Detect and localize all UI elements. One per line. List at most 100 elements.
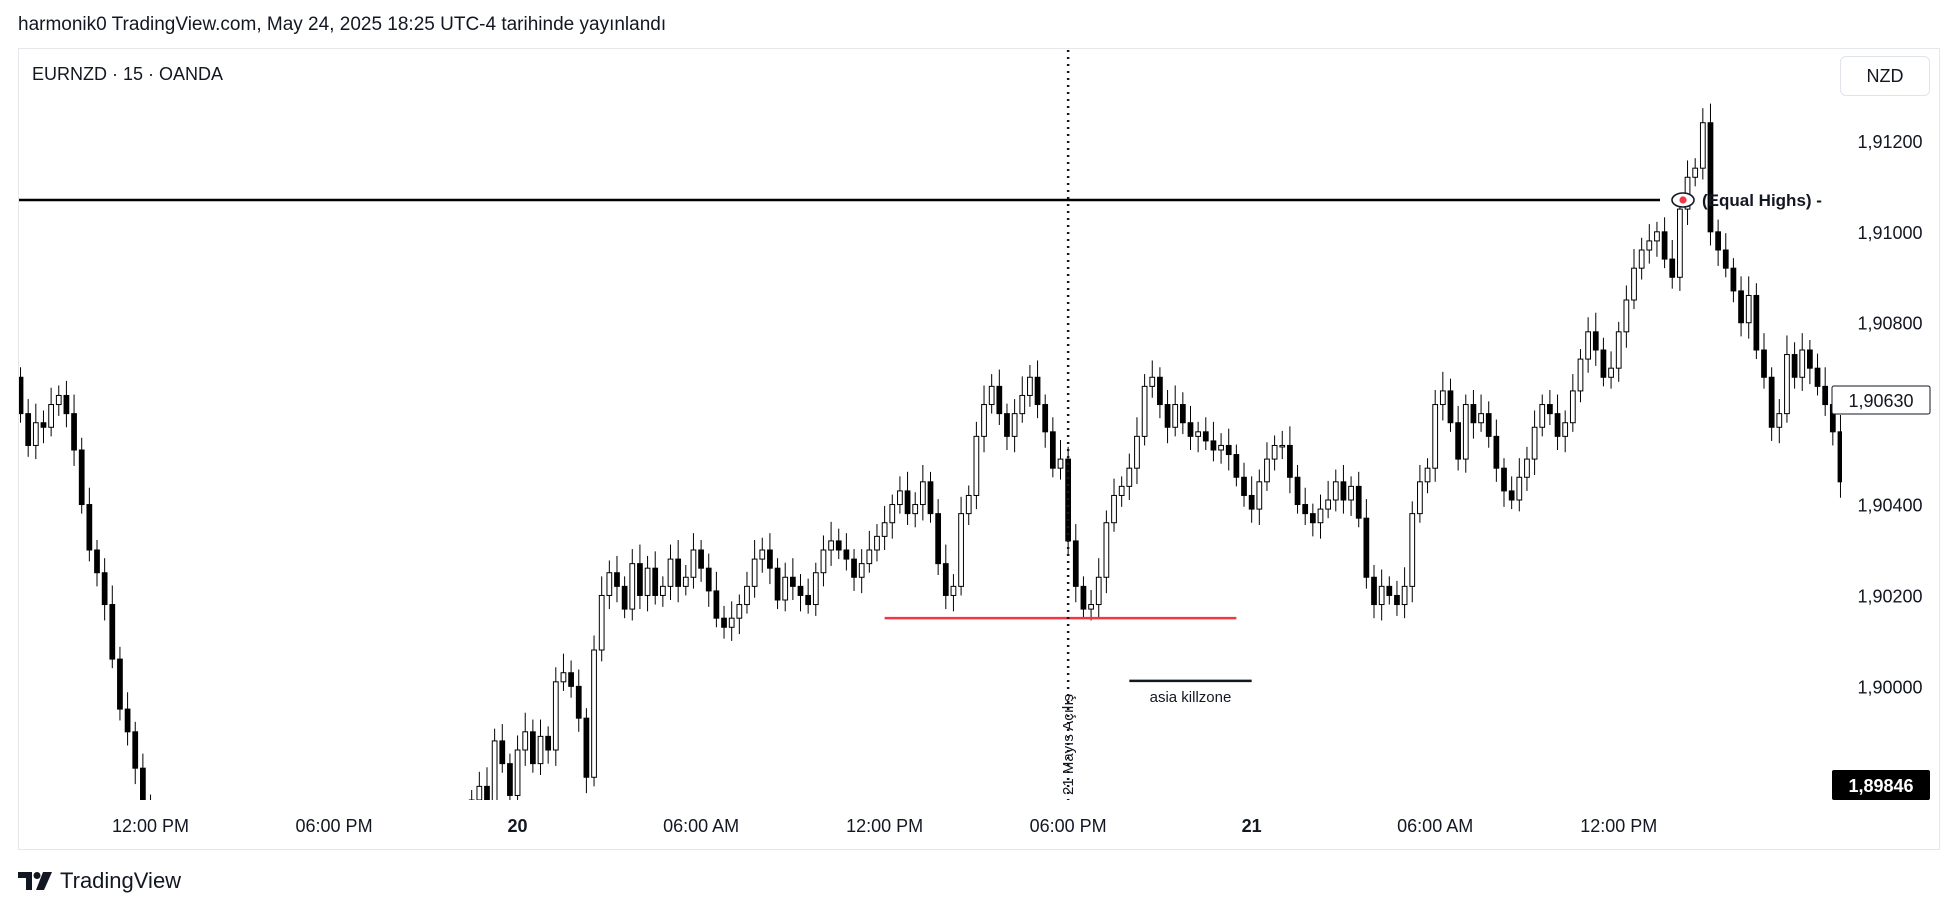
x-tick-label: 06:00 AM [1397,816,1473,836]
candle-down [1768,376,1775,428]
candle-down [1049,431,1056,469]
last-price-label: 1,89846 [1848,776,1913,796]
candle-up [1195,431,1202,437]
candle-up [1677,208,1683,278]
candle-down [499,740,506,765]
candle-up [468,799,475,800]
candle-down [1501,467,1507,492]
candle-up [1799,349,1806,378]
candle-up [1317,508,1324,524]
candle-down [1248,494,1255,510]
candle-down [1302,504,1309,515]
candle-up [1577,358,1584,392]
candle-down [1753,294,1760,351]
candle-down [1853,523,1858,564]
candle-up [32,422,39,446]
y-tick-label: 1,90800 [1857,314,1922,334]
candle-up [1126,467,1133,487]
candle-up [1095,576,1102,606]
candle-down [124,708,131,733]
candle-up [1646,240,1653,251]
candle-down [1072,540,1079,587]
x-tick-label: 12:00 PM [846,816,923,836]
candle-up [897,490,903,506]
equal-highs-label: (Equal Highs) - [1702,191,1822,210]
candle-down [1157,376,1163,406]
candle-down [1822,385,1829,406]
footer-brand-label: TradingView [60,868,182,893]
candle-down [1355,485,1362,519]
candle-down [843,549,850,560]
candle-down [996,385,1003,415]
candle-down [529,731,536,765]
candle-up [1462,404,1469,460]
candle-up [156,841,161,846]
y-tick-label: 1,90200 [1857,586,1922,606]
candle-down [835,540,842,551]
candle-down [132,731,139,769]
candle-down [904,490,911,515]
candle-down [1294,476,1301,506]
candle-down [1187,422,1194,437]
candle-up [659,585,666,596]
candle-down [1592,331,1599,351]
candle-down [774,567,781,601]
candle-down [1455,422,1462,460]
candle-up [1938,405,1943,564]
candle-down [797,585,804,596]
candle-down [1340,481,1347,501]
candle-up [55,394,62,406]
candle-down [675,558,682,587]
candle-down [1179,404,1186,424]
candle-up [1103,522,1110,578]
candle-up [1417,481,1423,515]
chart-frame [18,48,1940,850]
candle-up [736,604,743,619]
candle-down [94,549,100,574]
candle-down [484,785,490,800]
candle-down [1869,618,1874,632]
candle-up [973,435,980,496]
candle-up [591,649,597,778]
candle-up [1332,481,1339,501]
candle-down [109,604,116,660]
candle-up [1118,485,1125,496]
candle-down [583,717,590,778]
candle-down [927,481,934,515]
currency-button[interactable]: NZD [1840,56,1930,96]
candle-up [1019,394,1026,415]
candle-up [1149,376,1156,387]
x-tick-label: 06:00 PM [1030,816,1107,836]
footer-brand[interactable]: TradingView [18,868,181,894]
candle-up [820,549,827,574]
candle-up [1638,249,1645,269]
candle-up [1615,331,1622,369]
candle-down [614,572,620,587]
candle-down [1707,122,1714,233]
candle-down [767,549,773,569]
candle-up [759,549,766,560]
candle-up [1654,231,1660,242]
x-tick-label: 12:00 PM [1580,816,1657,836]
candle-up [1218,444,1224,451]
candle-down [1225,444,1232,456]
candle-up [1623,299,1630,333]
candle-down [637,563,643,596]
candle-up [1699,122,1706,169]
candle-up [1945,391,1950,405]
candle-up [874,535,880,551]
y-tick-label: 1,90400 [1857,496,1922,516]
candle-down [1202,431,1209,442]
candle-down [1807,349,1813,369]
candle-down [1371,576,1377,606]
candle-down [19,376,24,415]
candle-up [1172,404,1179,428]
candle-down [721,617,727,628]
candle-up [1608,367,1614,378]
candle-down [1210,440,1217,451]
candle-down [86,504,93,551]
y-tick-label: 1,91200 [1857,132,1922,152]
candle-up [491,740,498,800]
candle-up [1562,422,1569,437]
